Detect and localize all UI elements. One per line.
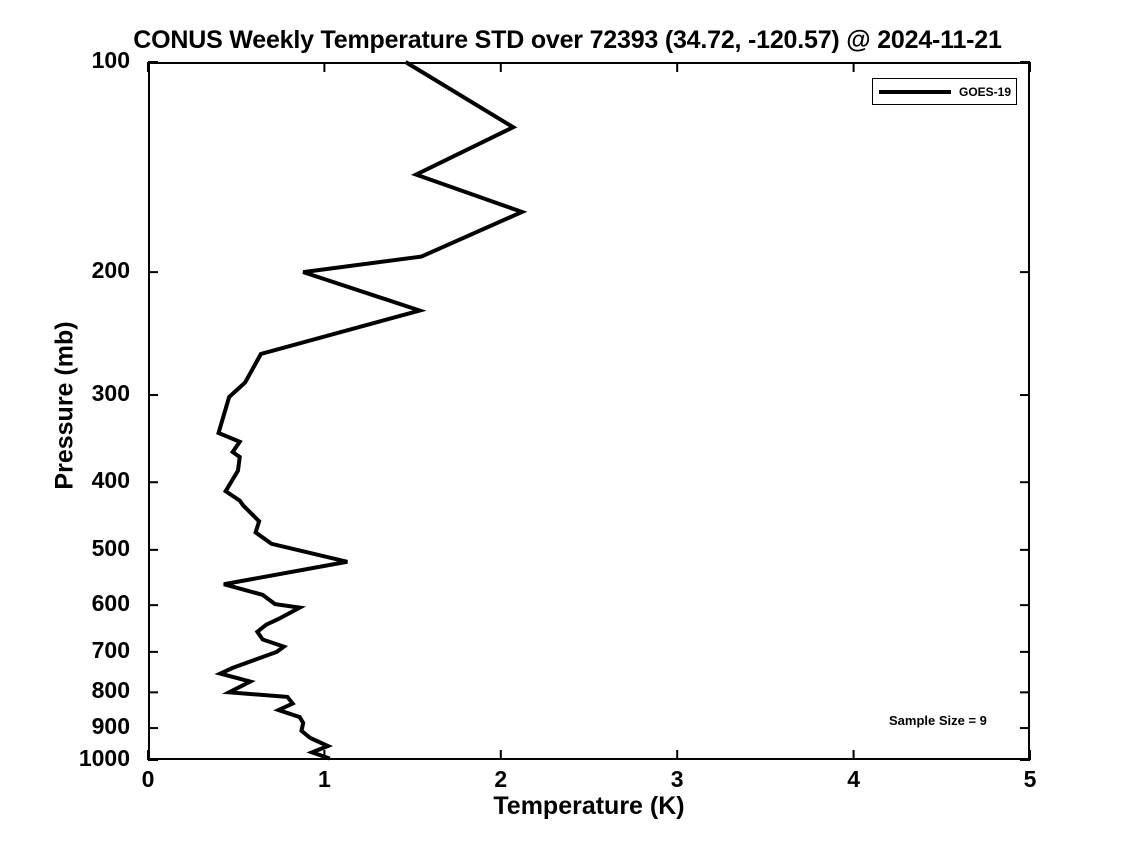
y-tick-label-100: 100 [91, 47, 130, 73]
y-tick-label-700: 700 [91, 636, 130, 663]
y-tick-label-1000: 1000 [78, 745, 130, 771]
y-axis-label: Pressure (mb) [50, 321, 79, 490]
plot-area [148, 62, 1030, 760]
y-tick-label-600: 600 [91, 590, 130, 617]
x-tick-label-4: 4 [847, 766, 860, 792]
x-tick-label-3: 3 [670, 766, 684, 792]
sample-size-annotation: Sample Size = 9 [889, 713, 987, 728]
x-tick-label-5: 5 [1023, 766, 1037, 792]
y-tick-label-200: 200 [91, 257, 130, 284]
legend-label-goes-19: GOES-19 [959, 84, 1012, 99]
y-tick-label-300: 300 [91, 380, 130, 407]
y-tick-label-500: 500 [91, 534, 130, 561]
legend-line-swatch [879, 89, 951, 94]
x-tick-label-2: 2 [494, 766, 508, 792]
legend: GOES-19 [872, 78, 1017, 105]
y-tick-label-900: 900 [91, 713, 130, 740]
page-title: CONUS Weekly Temperature STD over 72393 … [133, 26, 1002, 54]
y-tick-label-800: 800 [91, 677, 130, 704]
x-tick-label-1: 1 [317, 766, 331, 792]
x-tick-label-0: 0 [141, 766, 155, 792]
y-tick-label-400: 400 [91, 467, 130, 494]
x-axis-label: Temperature (K) [493, 792, 685, 820]
